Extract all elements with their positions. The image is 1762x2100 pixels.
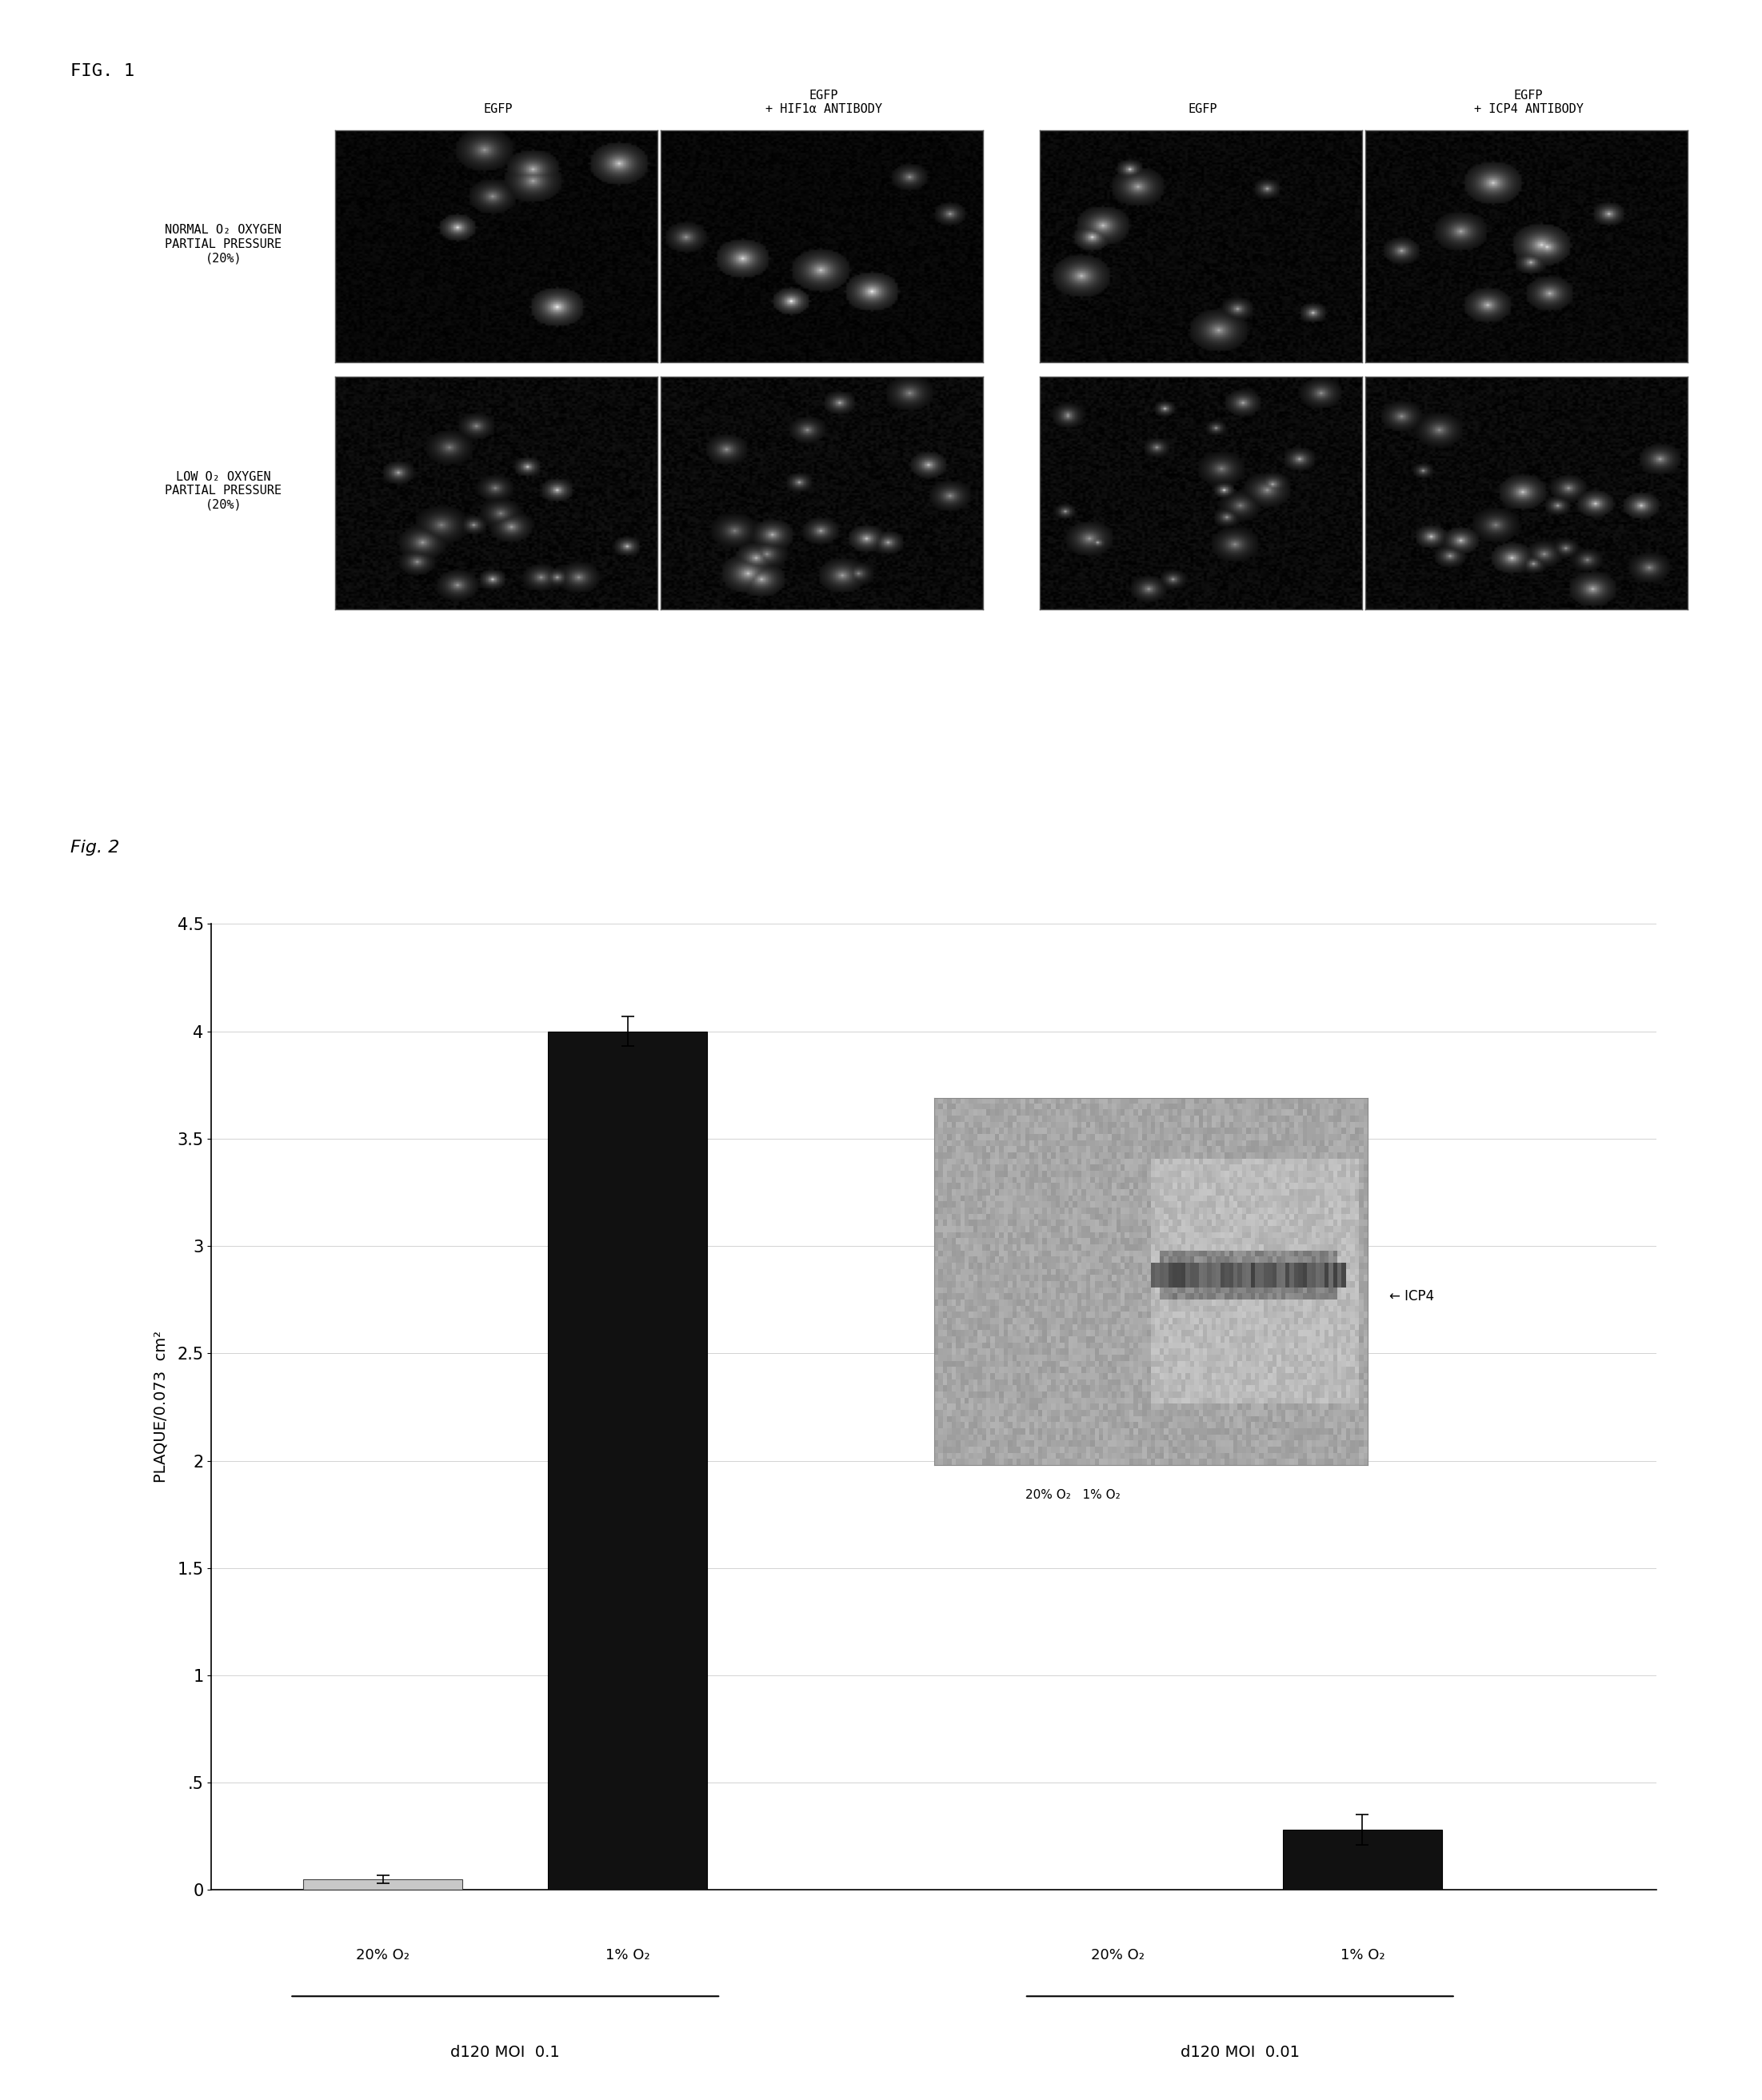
Text: EGFP
+ HIF1α ANTIBODY: EGFP + HIF1α ANTIBODY <box>765 90 883 116</box>
Text: FIG. 1: FIG. 1 <box>70 63 134 80</box>
Y-axis label: PLAQUE/0.073  cm²: PLAQUE/0.073 cm² <box>153 1331 169 1483</box>
Bar <box>303 1880 462 1890</box>
Bar <box>1283 1829 1441 1890</box>
Text: 1% O₂: 1% O₂ <box>606 1949 650 1961</box>
Text: 20% O₂: 20% O₂ <box>356 1949 409 1961</box>
Text: LOW O₂ OXYGEN
PARTIAL PRESSURE
(20%): LOW O₂ OXYGEN PARTIAL PRESSURE (20%) <box>166 470 282 510</box>
Text: Fig. 2: Fig. 2 <box>70 840 120 857</box>
Text: 1% O₂: 1% O₂ <box>1341 1949 1385 1961</box>
Text: NORMAL O₂ OXYGEN
PARTIAL PRESSURE
(20%): NORMAL O₂ OXYGEN PARTIAL PRESSURE (20%) <box>166 225 282 265</box>
Text: EGFP
+ ICP4 ANTIBODY: EGFP + ICP4 ANTIBODY <box>1473 90 1584 116</box>
Text: d120 MOI  0.01: d120 MOI 0.01 <box>1181 2045 1300 2060</box>
Text: 20% O₂   1% O₂: 20% O₂ 1% O₂ <box>1025 1489 1121 1502</box>
Text: ← ICP4: ← ICP4 <box>1388 1289 1434 1304</box>
Text: EGFP: EGFP <box>483 103 513 116</box>
Text: 20% O₂: 20% O₂ <box>1091 1949 1144 1961</box>
Text: EGFP: EGFP <box>1188 103 1218 116</box>
Text: d120 MOI  0.1: d120 MOI 0.1 <box>451 2045 560 2060</box>
Bar <box>548 1031 707 1890</box>
